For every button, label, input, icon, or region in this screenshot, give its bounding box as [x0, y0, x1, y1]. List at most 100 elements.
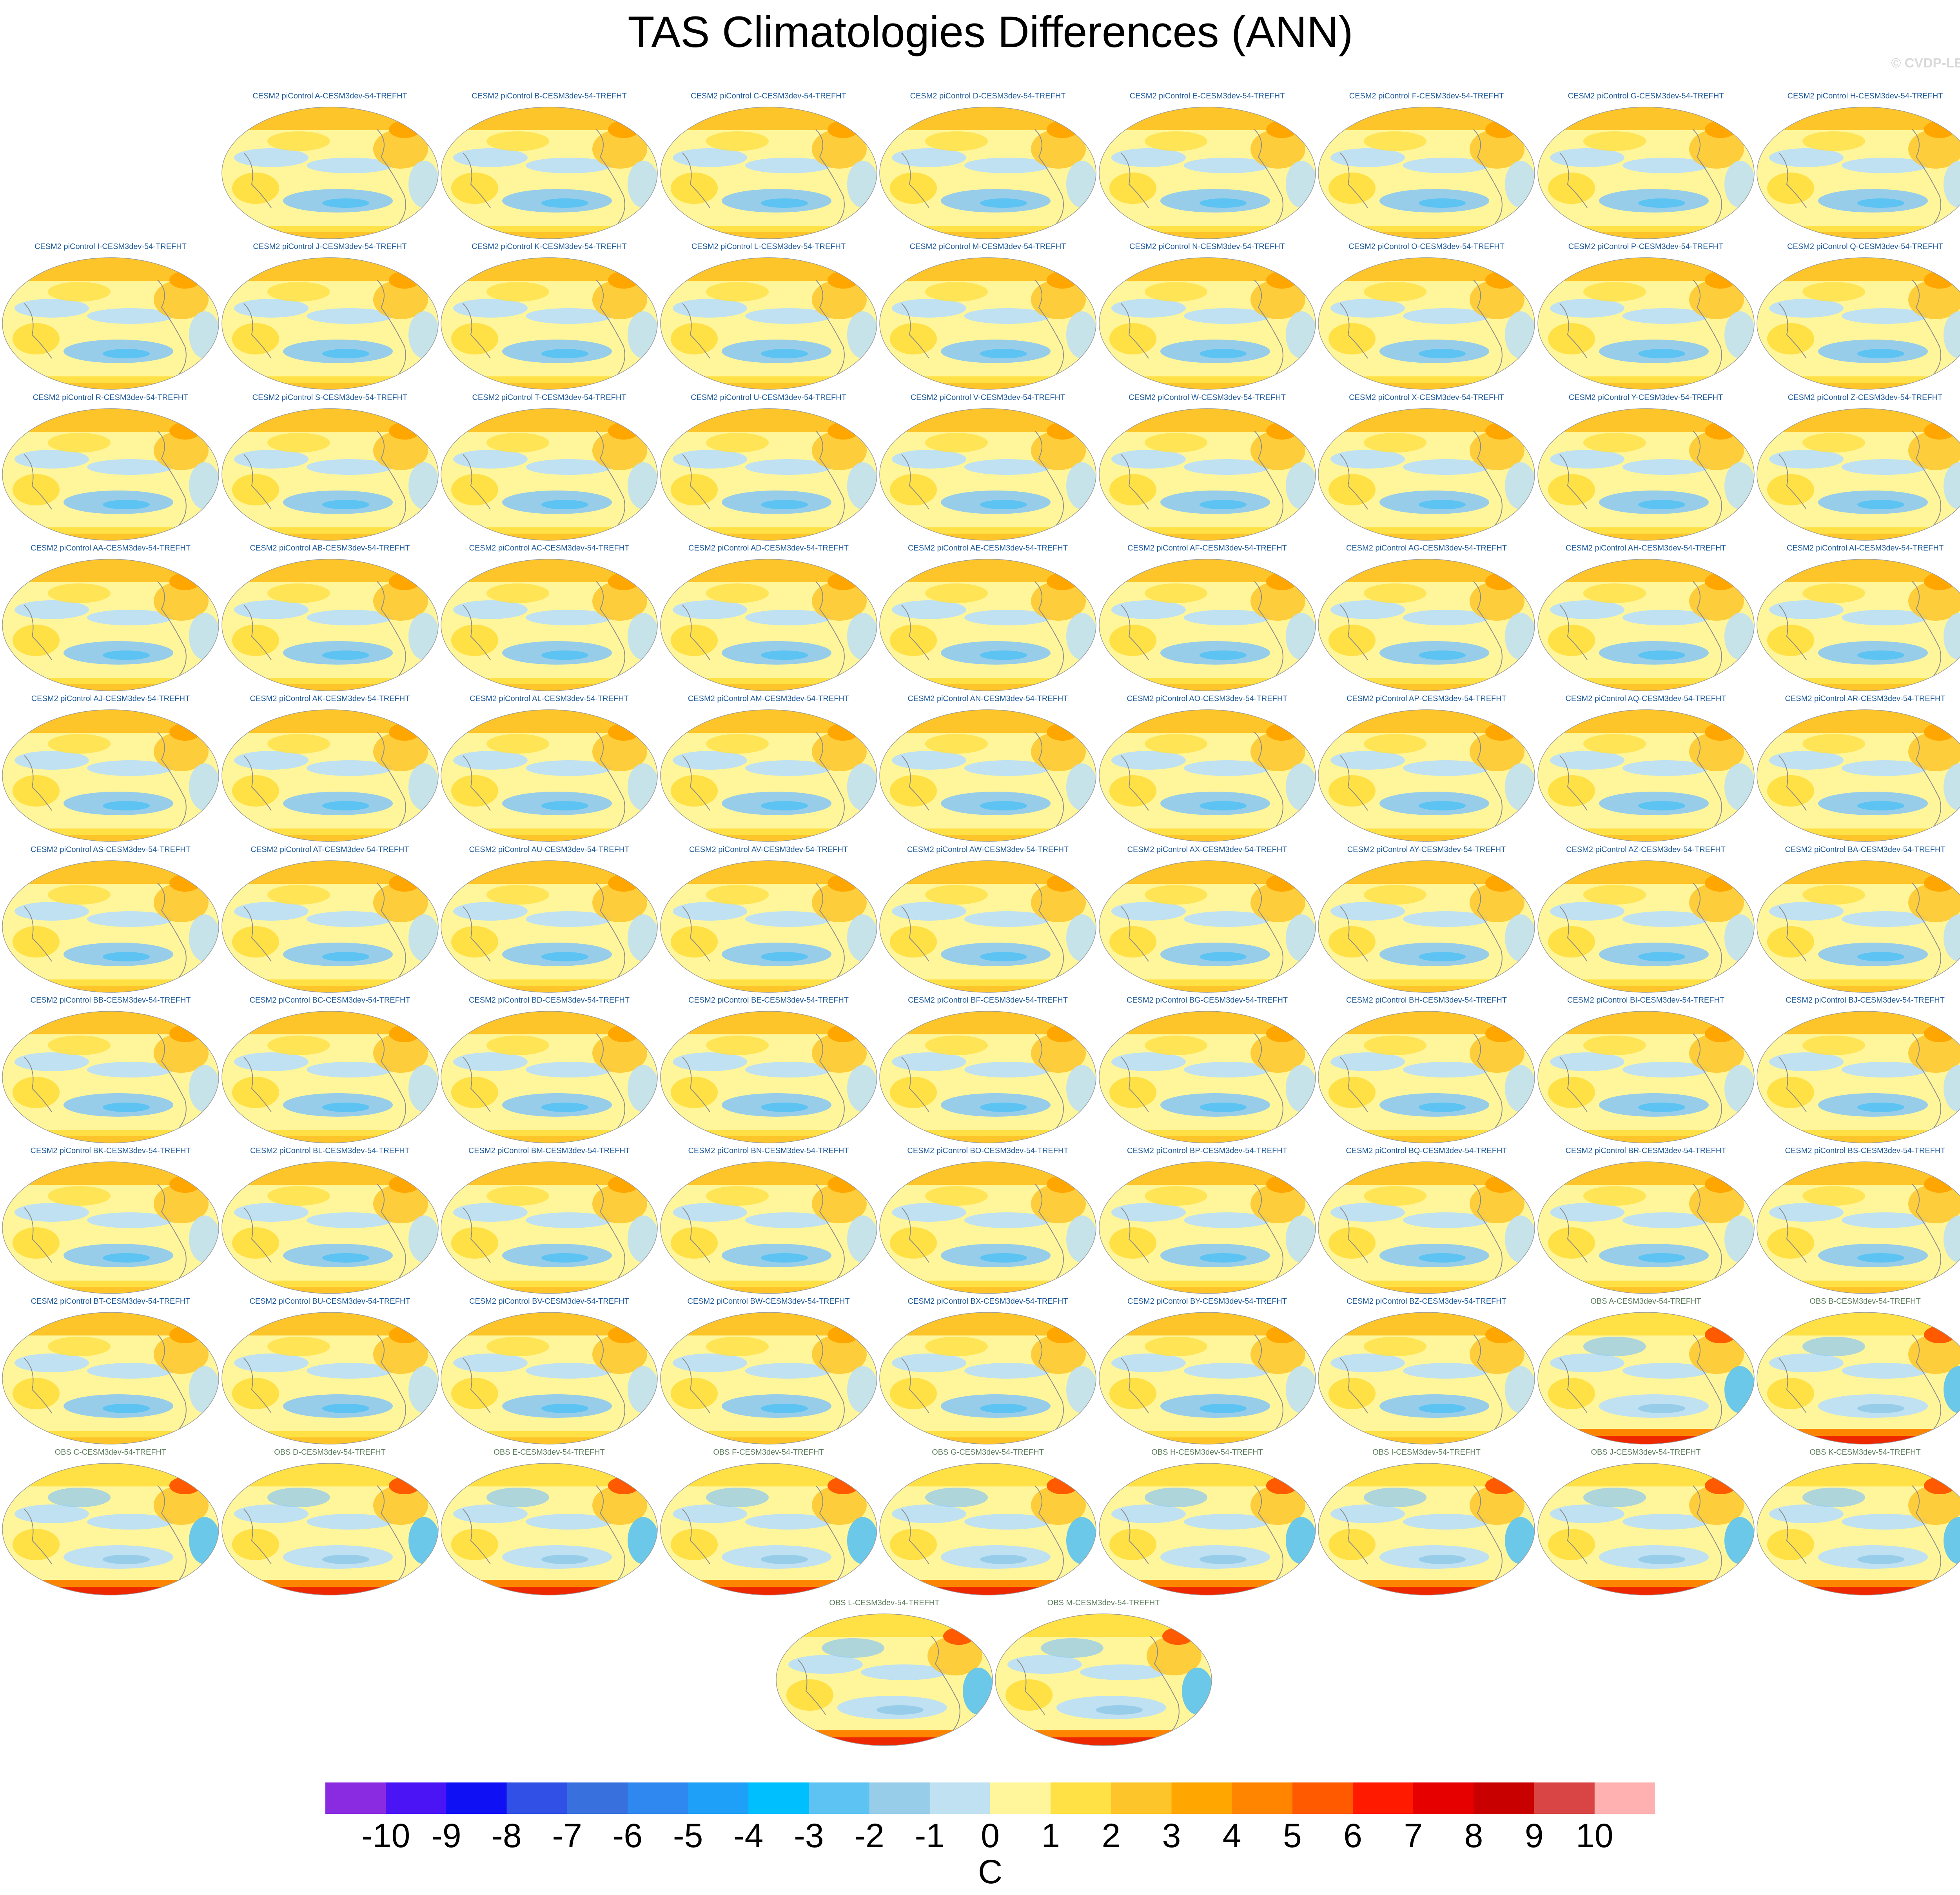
map-panel: CESM2 piControl AJ-CESM3dev-54-TREFHT [1, 694, 220, 843]
panel-title: CESM2 piControl BE-CESM3dev-54-TREFHT [688, 996, 849, 1005]
map-panel: OBS L-CESM3dev-54-TREFHT [775, 1598, 994, 1748]
robinson-map [221, 1161, 439, 1294]
robinson-map [879, 257, 1096, 390]
colorbar-swatch [809, 1782, 870, 1814]
map-panel: CESM2 piControl N-CESM3dev-54-TREFHT [1098, 242, 1317, 391]
panel-title: CESM2 piControl AH-CESM3dev-54-TREFHT [1566, 543, 1726, 552]
map-panel: CESM2 piControl BM-CESM3dev-54-TREFHT [439, 1146, 659, 1295]
panel-title: CESM2 piControl BB-CESM3dev-54-TREFHT [30, 996, 191, 1005]
panel-title: OBS J-CESM3dev-54-TREFHT [1591, 1448, 1701, 1457]
robinson-map [441, 1312, 658, 1445]
robinson-map [1537, 408, 1755, 541]
map-panel: CESM2 piControl AT-CESM3dev-54-TREFHT [220, 845, 440, 994]
colorbar-swatch [990, 1782, 1051, 1814]
map-panel: OBS E-CESM3dev-54-TREFHT [439, 1447, 659, 1597]
robinson-map [879, 408, 1096, 541]
map-panel: OBS D-CESM3dev-54-TREFHT [220, 1447, 440, 1597]
robinson-map [879, 107, 1096, 239]
robinson-map [879, 709, 1096, 842]
colorbar-tick-label: 3 [1162, 1817, 1181, 1855]
panel-title: CESM2 piControl R-CESM3dev-54-TREFHT [33, 393, 189, 402]
panel-title: CESM2 piControl U-CESM3dev-54-TREFHT [691, 393, 846, 402]
map-panel: CESM2 piControl BF-CESM3dev-54-TREFHT [878, 995, 1098, 1145]
colorbar-swatch [627, 1782, 688, 1814]
map-panel: CESM2 piControl Y-CESM3dev-54-TREFHT [1536, 392, 1756, 542]
map-panel: CESM2 piControl BQ-CESM3dev-54-TREFHT [1317, 1146, 1536, 1295]
map-panel: CESM2 piControl AP-CESM3dev-54-TREFHT [1317, 694, 1536, 843]
robinson-map [221, 1011, 439, 1143]
colorbar-swatch [748, 1782, 809, 1814]
robinson-map [660, 257, 877, 390]
panel-title: CESM2 piControl X-CESM3dev-54-TREFHT [1349, 393, 1504, 402]
panel-title: CESM2 piControl BP-CESM3dev-54-TREFHT [1127, 1146, 1287, 1156]
panel-title: CESM2 piControl BF-CESM3dev-54-TREFHT [908, 996, 1068, 1005]
robinson-map [221, 107, 439, 239]
robinson-map [1757, 709, 1960, 842]
colorbar-tick-label: 0 [981, 1817, 1000, 1855]
robinson-map [1098, 107, 1316, 239]
colorbar-tick-label: -8 [492, 1817, 522, 1855]
robinson-map [1318, 1161, 1535, 1294]
robinson-map [441, 1161, 658, 1294]
panel-title: CESM2 piControl AR-CESM3dev-54-TREFHT [1785, 694, 1945, 703]
robinson-map [1537, 860, 1755, 993]
robinson-map [441, 107, 658, 239]
panel-title: CESM2 piControl BI-CESM3dev-54-TREFHT [1567, 996, 1725, 1005]
panel-title: CESM2 piControl BR-CESM3dev-54-TREFHT [1565, 1146, 1726, 1156]
colorbar-swatch [1171, 1782, 1232, 1814]
map-panel: CESM2 piControl AU-CESM3dev-54-TREFHT [439, 845, 659, 994]
colorbar-swatch [1534, 1782, 1595, 1814]
robinson-map [2, 1161, 219, 1294]
colorbar-tick-label: -4 [733, 1817, 764, 1855]
map-panel: CESM2 piControl BS-CESM3dev-54-TREFHT [1755, 1146, 1960, 1295]
map-panel: CESM2 piControl V-CESM3dev-54-TREFHT [878, 392, 1098, 542]
colorbar-swatch [386, 1782, 446, 1814]
map-panel: OBS A-CESM3dev-54-TREFHT [1536, 1296, 1756, 1446]
robinson-map [2, 559, 219, 691]
robinson-map [1098, 1011, 1316, 1143]
map-panel: CESM2 piControl H-CESM3dev-54-TREFHT [1755, 91, 1960, 241]
map-panel: CESM2 piControl AC-CESM3dev-54-TREFHT [439, 543, 659, 693]
robinson-map [441, 709, 658, 842]
panel-title: CESM2 piControl B-CESM3dev-54-TREFHT [472, 92, 627, 100]
colorbar-swatch [1413, 1782, 1474, 1814]
map-panel: CESM2 piControl BC-CESM3dev-54-TREFHT [220, 995, 440, 1145]
map-panel: CESM2 piControl AO-CESM3dev-54-TREFHT [1098, 694, 1317, 843]
map-panel: CESM2 piControl BE-CESM3dev-54-TREFHT [659, 995, 878, 1145]
panel-title: CESM2 piControl AY-CESM3dev-54-TREFHT [1347, 845, 1506, 854]
robinson-map [2, 860, 219, 993]
panel-title: CESM2 piControl I-CESM3dev-54-TREFHT [34, 242, 187, 251]
robinson-map [1537, 1312, 1755, 1445]
colorbar-tick-label: 10 [1575, 1817, 1613, 1855]
map-panel: CESM2 piControl F-CESM3dev-54-TREFHT [1317, 91, 1536, 241]
colorbar-swatch [1111, 1782, 1172, 1814]
panel-title: CESM2 piControl P-CESM3dev-54-TREFHT [1568, 242, 1724, 251]
colorbar-swatch [1594, 1782, 1655, 1814]
robinson-map [441, 1011, 658, 1143]
colorbar-swatch [1232, 1782, 1293, 1814]
robinson-map [1537, 107, 1755, 239]
robinson-map [221, 1312, 439, 1445]
map-panel: CESM2 piControl BD-CESM3dev-54-TREFHT [439, 995, 659, 1145]
robinson-map [221, 408, 439, 541]
robinson-map [660, 1463, 877, 1595]
map-panel: CESM2 piControl AG-CESM3dev-54-TREFHT [1317, 543, 1536, 693]
map-panel: CESM2 piControl C-CESM3dev-54-TREFHT [659, 91, 878, 241]
robinson-map [660, 1161, 877, 1294]
colorbar-swatch [506, 1782, 568, 1814]
map-panel: CESM2 piControl AW-CESM3dev-54-TREFHT [878, 845, 1098, 994]
panel-title: CESM2 piControl AK-CESM3dev-54-TREFHT [250, 694, 410, 703]
panel-title: CESM2 piControl AF-CESM3dev-54-TREFHT [1127, 543, 1287, 552]
map-panel: CESM2 piControl AX-CESM3dev-54-TREFHT [1098, 845, 1317, 994]
robinson-map [1318, 1463, 1535, 1595]
panel-title: CESM2 piControl E-CESM3dev-54-TREFHT [1129, 92, 1285, 100]
robinson-map [1318, 107, 1535, 239]
panel-title: CESM2 piControl BL-CESM3dev-54-TREFHT [250, 1146, 410, 1156]
robinson-map [1318, 257, 1535, 390]
map-panel: OBS M-CESM3dev-54-TREFHT [994, 1598, 1213, 1748]
panel-title: OBS M-CESM3dev-54-TREFHT [1047, 1599, 1160, 1607]
robinson-map [221, 860, 439, 993]
map-panel: CESM2 piControl AR-CESM3dev-54-TREFHT [1755, 694, 1960, 843]
map-panel: CESM2 piControl BP-CESM3dev-54-TREFHT [1098, 1146, 1317, 1295]
robinson-map [2, 1463, 219, 1595]
